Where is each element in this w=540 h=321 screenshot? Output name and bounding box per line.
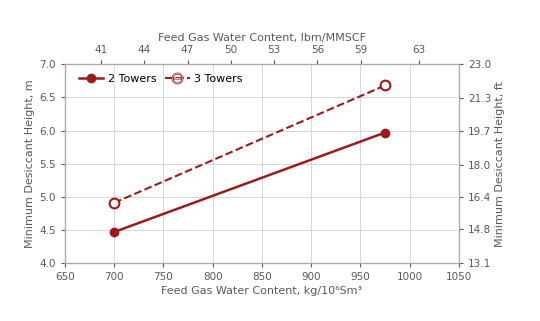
3 Towers bbox=[111, 201, 117, 205]
X-axis label: Feed Gas Water Content, kg/10⁶Sm³: Feed Gas Water Content, kg/10⁶Sm³ bbox=[161, 286, 362, 296]
3 Towers bbox=[382, 83, 388, 87]
X-axis label: Feed Gas Water Content, lbm/MMSCF: Feed Gas Water Content, lbm/MMSCF bbox=[158, 33, 366, 43]
2 Towers bbox=[111, 230, 117, 234]
Y-axis label: Minimum Desiccant Height, ft: Minimum Desiccant Height, ft bbox=[495, 81, 505, 247]
Legend: 2 Towers, 3 Towers: 2 Towers, 3 Towers bbox=[75, 70, 247, 89]
Y-axis label: Minimum Desiccant Height, m: Minimum Desiccant Height, m bbox=[25, 79, 35, 248]
2 Towers bbox=[382, 131, 388, 134]
Line: 3 Towers: 3 Towers bbox=[109, 81, 390, 208]
Line: 2 Towers: 2 Towers bbox=[110, 128, 389, 236]
